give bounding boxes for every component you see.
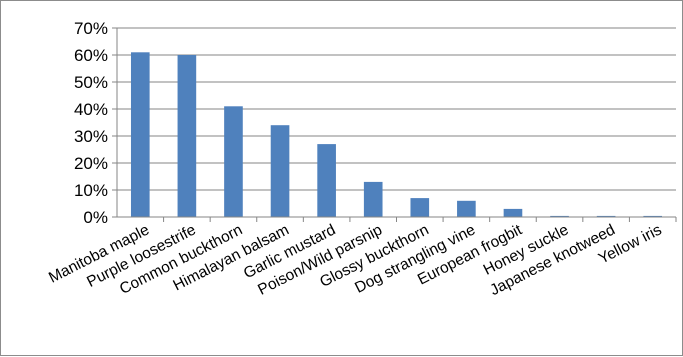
y-tick-label: 30%: [74, 127, 108, 146]
bar: [643, 215, 663, 217]
bar: [224, 106, 243, 217]
y-tick-labels: 0% 10% 20% 30% 40% 50% 60% 70%: [74, 19, 108, 227]
bar: [550, 215, 569, 217]
y-tick-label: 70%: [74, 19, 108, 38]
bars: [130, 52, 663, 217]
y-tick-label: 40%: [74, 100, 108, 119]
bar: [410, 198, 430, 217]
bar: [317, 144, 336, 217]
bar: [270, 125, 290, 217]
bar: [130, 52, 150, 217]
y-tick-label: 0%: [83, 208, 108, 227]
y-tick-label: 10%: [74, 181, 108, 200]
bar: [503, 208, 523, 217]
bar: [363, 181, 383, 217]
y-tick-label: 20%: [74, 154, 108, 173]
y-tick-label: 60%: [74, 46, 108, 65]
axes: [112, 27, 677, 222]
bar: [177, 55, 197, 217]
gridlines: [117, 27, 676, 191]
bar: [457, 200, 476, 217]
bar: [596, 215, 616, 217]
y-tick-label: 50%: [74, 73, 108, 92]
